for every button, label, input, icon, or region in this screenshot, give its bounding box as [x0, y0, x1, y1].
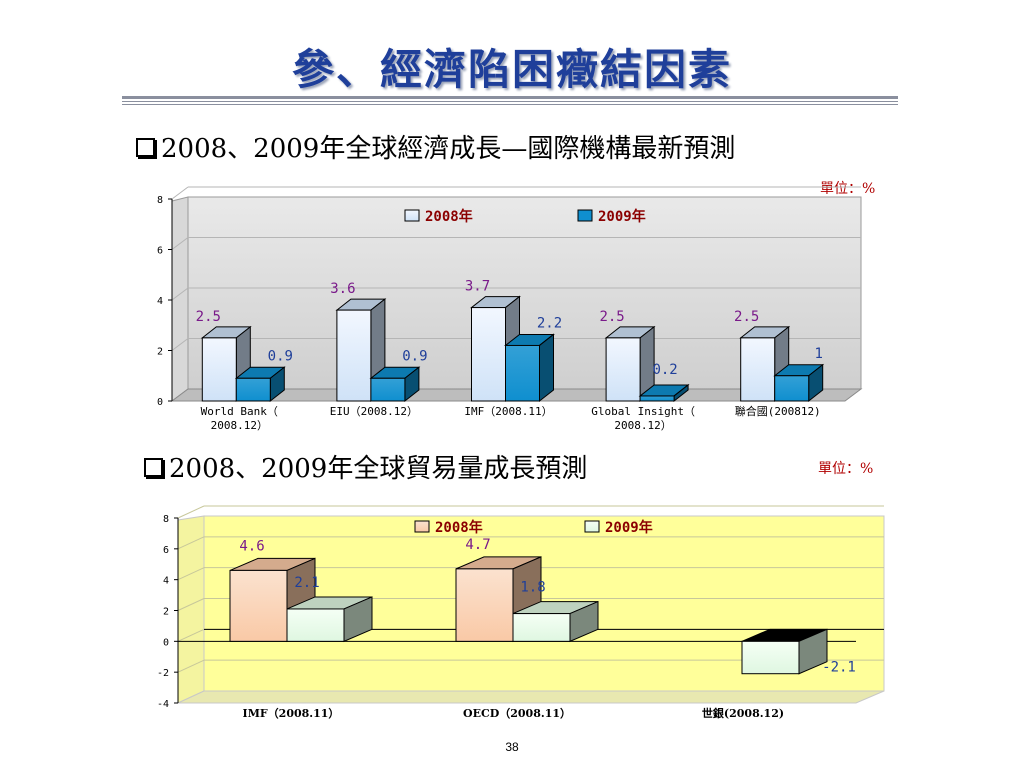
- gridline-side: [177, 505, 205, 519]
- data-label-2008: 2.5: [599, 309, 624, 325]
- bar-2008-0-front: [201, 337, 237, 402]
- y-tick-label: 0: [157, 397, 163, 408]
- bar-2008-4-front: [740, 337, 776, 402]
- bar-2008-1-front: [455, 568, 514, 642]
- bar-2009-2-front: [741, 640, 800, 675]
- legend-swatch-2008年: [414, 520, 430, 533]
- section1-heading-text: 2008、2009年全球經濟成長—國際機構最新預測: [161, 134, 736, 164]
- gridline-side: [177, 659, 205, 673]
- y-tick-label: 6: [157, 246, 163, 257]
- bar-2009-3-front: [639, 395, 675, 402]
- data-label-2009: -2.1: [822, 660, 856, 676]
- bar-2009-1: [512, 600, 599, 643]
- plot-side-wall: [171, 196, 189, 402]
- section1-unit: 單位：%: [820, 181, 876, 197]
- gridline-side: [177, 567, 205, 581]
- legend-label: 2008年: [435, 519, 483, 536]
- bar-2009-1: [369, 366, 421, 403]
- y-tick-label: -4: [157, 699, 169, 710]
- bar-2008-0-front: [229, 569, 288, 642]
- plot-floor: [177, 690, 885, 704]
- checkbox-bullet-icon: [144, 457, 163, 477]
- y-tick-label: 8: [157, 195, 163, 206]
- gridline-side: [177, 598, 205, 611]
- bar-2008-2-front: [471, 307, 506, 402]
- legend-swatch-2009年: [584, 520, 600, 533]
- x-tick-label: IMF（2008.11）: [464, 405, 552, 418]
- y-tick-label: 6: [163, 545, 169, 556]
- x-tick-label: 2008.12）: [614, 419, 671, 432]
- bar-2009-0: [234, 366, 286, 403]
- data-label-2009: 2.1: [294, 575, 319, 591]
- y-tick-label: 2: [163, 607, 169, 618]
- legend-label: 2008年: [425, 208, 473, 225]
- gridline-side: [171, 338, 189, 351]
- legend-label: 2009年: [605, 519, 653, 536]
- data-label-2008: 2.5: [734, 309, 759, 325]
- section2-heading-text: 2008、2009年全球貿易量成長預測: [169, 454, 588, 484]
- data-label-2008: 3.7: [465, 279, 490, 295]
- bar-2009-3: [638, 383, 690, 403]
- legend-swatch-2009年: [577, 209, 593, 222]
- data-label-2009: 1.8: [520, 580, 545, 596]
- plot-side-wall: [177, 515, 205, 704]
- gridline-side: [171, 287, 189, 301]
- data-label-2009: 0.9: [268, 348, 293, 364]
- bar-2008-1-front: [336, 309, 372, 402]
- bar-2009-0-front: [235, 377, 271, 402]
- legend-swatch-2008年: [404, 209, 420, 222]
- y-tick-label: 8: [163, 514, 169, 525]
- data-label-2008: 2.5: [196, 309, 221, 325]
- section1-heading: 2008、2009年全球經濟成長—國際機構最新預測: [136, 128, 735, 165]
- y-tick-label: 4: [157, 296, 163, 307]
- x-tick-label: World Bank（: [201, 405, 278, 418]
- bar-2009-4: [773, 363, 825, 403]
- bar-2009-2-side: [539, 333, 554, 403]
- data-label-2008: 3.6: [330, 281, 355, 297]
- checkbox-bullet-icon: [136, 137, 155, 157]
- legend-label: 2009年: [598, 208, 646, 225]
- x-tick-label: 聯合國(200812): [735, 404, 821, 418]
- section2-heading: 2008、2009年全球貿易量成長預測: [144, 448, 587, 485]
- bar-2009-0-front: [286, 608, 345, 642]
- x-tick-label: OECD（2008.11）: [463, 707, 571, 720]
- title-rule-thin-2: [122, 104, 898, 105]
- data-label-2008: 4.7: [465, 537, 490, 553]
- y-tick-label: -2: [157, 668, 169, 679]
- x-tick-label: 2008.12）: [211, 419, 268, 432]
- bar-2009-2-front: [505, 344, 540, 402]
- page-title: 參、經濟陷困癥結因素: [291, 45, 732, 94]
- x-tick-label: EIU（2008.12）: [330, 405, 418, 418]
- data-label-2009: 1: [814, 346, 822, 362]
- bar-2009-1-front: [512, 613, 571, 642]
- bar-2008-3-front: [605, 337, 641, 402]
- data-label-2009: 0.2: [652, 362, 677, 378]
- gridline-side: [171, 237, 189, 250]
- y-tick-label: 4: [163, 576, 169, 587]
- bar-2009-4-front: [774, 375, 810, 402]
- y-tick-label: 2: [157, 347, 163, 358]
- bar-2008-3: [604, 325, 656, 403]
- data-label-2008: 4.6: [239, 538, 264, 554]
- bar-2009-2: [741, 628, 828, 675]
- bar-2009-1-front: [370, 377, 406, 402]
- data-label-2009: 2.2: [537, 315, 562, 331]
- x-tick-label: 世銀(2008.12): [702, 706, 784, 720]
- gridline-side: [177, 536, 205, 550]
- x-tick-label: Global Insight（: [591, 405, 695, 418]
- title-rule-thick: [122, 96, 898, 99]
- chart-trade-growth: -4 -2 0 2 4 6 8 4.6 2.1 IMF（2008.11） 4.7 1.8 OECD（20…: [157, 505, 885, 720]
- bar-2009-0: [286, 596, 373, 643]
- section2-unit: 單位：%: [818, 461, 874, 477]
- y-tick-label: 0: [163, 637, 169, 648]
- gridline-side: [177, 628, 205, 642]
- x-tick-label: IMF（2008.11）: [243, 707, 340, 720]
- title-rule-thin-1: [122, 101, 898, 102]
- gridline-side: [171, 186, 189, 200]
- page-number: 38: [505, 740, 519, 754]
- data-label-2009: 0.9: [402, 348, 427, 364]
- bar-2009-2: [504, 333, 555, 403]
